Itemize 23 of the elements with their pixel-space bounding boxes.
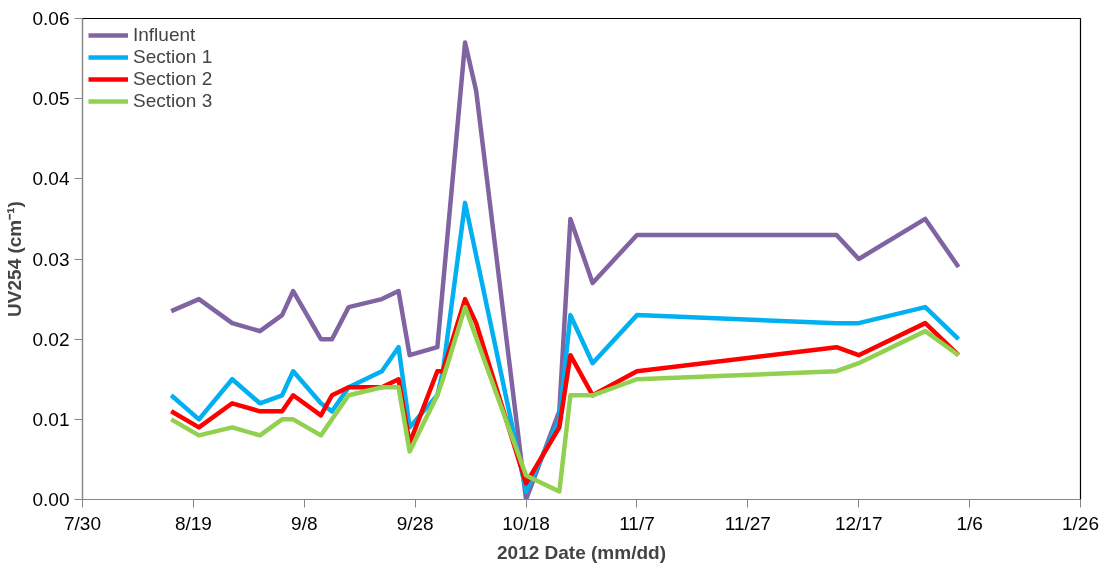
y-tick-label: 0.04 [32, 168, 70, 190]
x-tick-label: 1/26 [1062, 512, 1099, 534]
x-tick-label: 11/27 [724, 512, 771, 534]
legend-label: Section 2 [133, 68, 213, 90]
y-tick-label: 0.03 [32, 248, 70, 270]
x-tick-label: 1/6 [956, 512, 983, 534]
y-tick-label: 0.00 [32, 489, 70, 510]
y-tick-label: 0.02 [32, 328, 70, 350]
x-tick-label: 11/7 [619, 512, 655, 534]
y-tick-label: 0.01 [32, 408, 70, 430]
y-tick-label: 0.06 [32, 8, 70, 29]
x-tick-label: 12/17 [834, 512, 883, 534]
legend-label: Influent [133, 24, 196, 46]
legend-label: Section 3 [133, 90, 213, 112]
y-axis-title: UV254 (cm⁻¹) [3, 201, 25, 317]
x-tick-label: 7/30 [64, 512, 101, 534]
x-tick-label: 9/8 [291, 512, 318, 534]
x-tick-label: 10/18 [502, 512, 550, 534]
legend-label: Section 1 [133, 46, 213, 68]
x-tick-label: 9/28 [396, 512, 434, 534]
x-axis-title: 2012 Date (mm/dd) [497, 541, 666, 563]
x-tick-label: 8/19 [174, 512, 212, 534]
y-tick-label: 0.05 [32, 88, 70, 110]
